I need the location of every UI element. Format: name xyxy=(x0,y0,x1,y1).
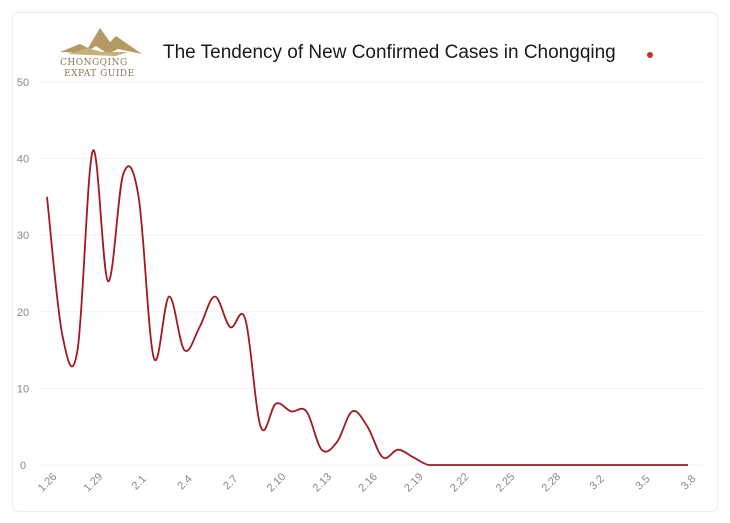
data-point-2.3 xyxy=(167,295,171,299)
title-dot-marker xyxy=(647,52,653,58)
x-tick-label: 1.29 xyxy=(82,471,106,495)
data-point-2.17 xyxy=(381,455,385,459)
logo-text-line2: EXPAT GUIDE xyxy=(64,69,135,79)
data-point-3.1 xyxy=(579,463,583,467)
data-point-2.27 xyxy=(533,463,537,467)
data-point-2.8 xyxy=(243,318,247,322)
data-point-1.26 xyxy=(45,195,49,199)
x-tick-label: 2.16 xyxy=(356,471,380,495)
data-point-2.11 xyxy=(289,409,293,413)
y-tick-label: 50 xyxy=(17,77,29,89)
data-point-2.22 xyxy=(457,463,461,467)
data-point-1.30 xyxy=(106,279,110,283)
x-tick-label: 1.26 xyxy=(36,471,60,495)
data-point-2.26 xyxy=(518,463,522,467)
data-point-3.6 xyxy=(656,463,660,467)
x-tick-label: 2.25 xyxy=(494,471,518,495)
data-point-1.29 xyxy=(91,149,95,153)
data-point-3.2 xyxy=(594,463,598,467)
data-point-2.6 xyxy=(213,295,217,299)
data-point-2.23 xyxy=(472,463,476,467)
x-tick-label: 2.7 xyxy=(221,473,240,492)
data-point-2.21 xyxy=(442,463,446,467)
data-point-2.5 xyxy=(198,325,202,329)
data-point-2.9 xyxy=(259,425,263,429)
chart-card xyxy=(12,12,718,512)
data-point-3.5 xyxy=(640,463,644,467)
x-tick-label: 2.4 xyxy=(175,473,194,492)
data-point-1.31 xyxy=(121,172,125,176)
data-point-3.7 xyxy=(671,463,675,467)
data-point-2.1 xyxy=(137,195,141,199)
x-tick-label: 3.2 xyxy=(587,473,606,492)
data-point-2.14 xyxy=(335,440,339,444)
data-point-1.27 xyxy=(60,333,64,337)
data-point-2.4 xyxy=(182,348,186,352)
x-tick-label: 2.22 xyxy=(448,471,472,495)
data-point-2.18 xyxy=(396,448,400,452)
series-line-new-confirmed-cases xyxy=(46,149,688,466)
y-tick-label: 0 xyxy=(20,460,26,472)
data-point-1.28 xyxy=(76,348,80,352)
data-point-2.12 xyxy=(305,409,309,413)
y-tick-label: 40 xyxy=(17,154,29,166)
data-point-2.20 xyxy=(427,463,431,467)
data-point-2.16 xyxy=(366,425,370,429)
data-point-2.7 xyxy=(228,325,232,329)
data-point-2.29 xyxy=(564,463,568,467)
x-tick-label: 2.19 xyxy=(402,471,426,495)
x-tick-label: 2.13 xyxy=(311,471,335,495)
data-point-2.10 xyxy=(274,402,278,406)
data-point-2.24 xyxy=(488,463,492,467)
mountain-logo-icon xyxy=(60,28,142,56)
data-point-3.3 xyxy=(610,463,614,467)
data-point-2.25 xyxy=(503,463,507,467)
x-tick-label: 2.28 xyxy=(540,471,564,495)
data-point-2.15 xyxy=(350,409,354,413)
x-tick-label: 2.1 xyxy=(130,473,149,492)
data-point-2.19 xyxy=(411,455,415,459)
data-point-2.28 xyxy=(549,463,553,467)
x-tick-label: 3.5 xyxy=(633,473,652,492)
data-point-2.2 xyxy=(152,356,156,360)
data-point-3.4 xyxy=(625,463,629,467)
x-tick-label: 2.10 xyxy=(265,471,289,495)
y-tick-label: 20 xyxy=(17,307,29,319)
data-point-3.8 xyxy=(686,463,690,467)
x-tick-label: 3.8 xyxy=(679,473,698,492)
y-tick-label: 30 xyxy=(17,230,29,242)
chart-title: The Tendency of New Confirmed Cases in C… xyxy=(163,42,616,63)
logo-text-line1: CHONGQING xyxy=(60,58,128,68)
y-tick-label: 10 xyxy=(17,383,29,395)
data-point-2.13 xyxy=(320,448,324,452)
